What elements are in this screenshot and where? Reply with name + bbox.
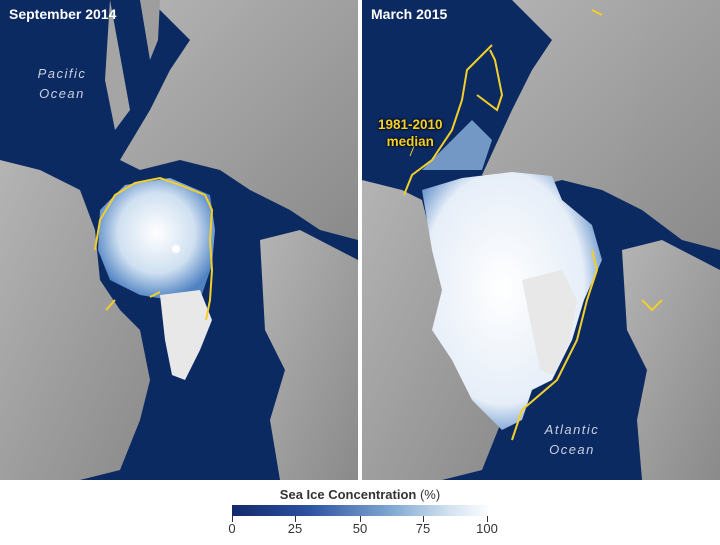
legend-tick — [295, 516, 296, 522]
median-label-years: 1981-2010 — [378, 117, 443, 132]
ocean-label-line: Pacific — [37, 66, 87, 81]
median-annotation: 1981-2010 median — [378, 116, 443, 150]
legend-tick-label: 50 — [352, 521, 368, 536]
panel-title: September 2014 — [9, 6, 117, 22]
legend-title: Sea Ice Concentration (%) — [0, 487, 720, 502]
legend-unit: (%) — [419, 487, 441, 502]
legend-tick-label: 100 — [476, 521, 498, 536]
median-label-word: median — [386, 134, 434, 149]
legend-tick — [487, 516, 488, 522]
color-scale-bar — [232, 505, 488, 516]
legend-tick — [423, 516, 424, 522]
ocean-label-line: Atlantic — [544, 422, 600, 437]
legend-tick-label: 0 — [228, 521, 236, 536]
legend-tick — [232, 516, 233, 522]
ocean-label-atlantic: Atlantic Ocean — [522, 420, 622, 460]
ocean-label-pacific: Pacific Ocean — [22, 64, 102, 104]
legend-tick-label: 75 — [415, 521, 431, 536]
ocean-label-line: Ocean — [549, 442, 595, 457]
map-panel-march-2015: March 2015 1981-2010 median Atlantic Oce… — [362, 0, 720, 480]
map-panel-september-2014: September 2014 Pacific Ocean — [0, 0, 358, 480]
ocean-label-line: Ocean — [39, 86, 85, 101]
arctic-map-march — [362, 0, 720, 480]
panel-title: March 2015 — [371, 6, 448, 22]
legend-tick — [360, 516, 361, 522]
legend-tick-label: 25 — [287, 521, 303, 536]
arctic-map-september — [0, 0, 358, 480]
legend-title-text: Sea Ice Concentration — [279, 487, 417, 502]
